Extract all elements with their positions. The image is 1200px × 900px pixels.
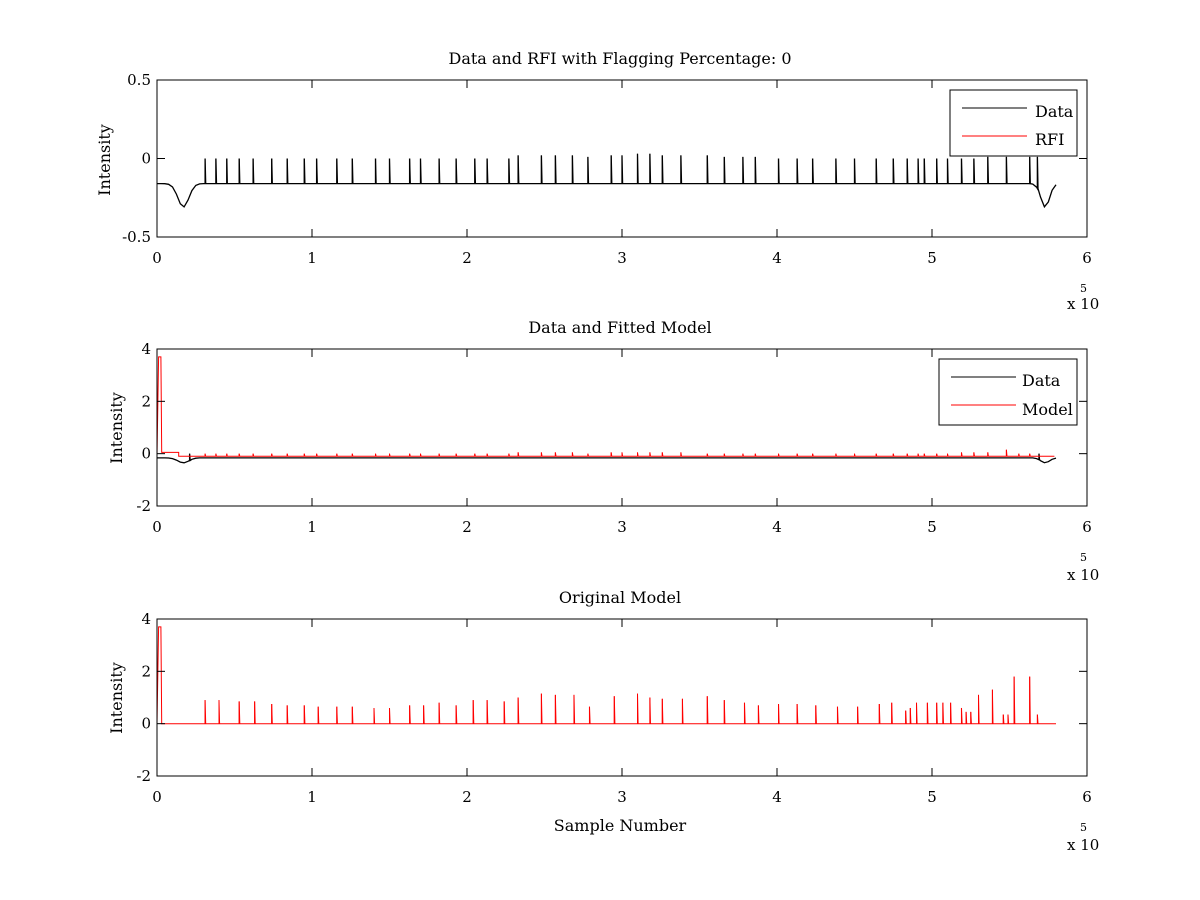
panel1-legend-data-label: Data bbox=[1035, 102, 1074, 121]
panel2-legend-box bbox=[938, 358, 1078, 426]
panel1-legend-rfi-label: RFI bbox=[1035, 130, 1064, 149]
panel2-xtick-label: 1 bbox=[307, 518, 317, 536]
panel3-ytick-label: 4 bbox=[141, 610, 151, 628]
panel1-ytick-label: 0.5 bbox=[127, 71, 151, 89]
panel3-xtick-label: 3 bbox=[617, 788, 627, 806]
panel3-xlabel: Sample Number bbox=[554, 816, 687, 835]
panel1-x-multiplier: x 10 bbox=[1067, 295, 1099, 313]
panel2-legend-data-label: Data bbox=[1022, 371, 1061, 390]
panel1-xtick-label: 1 bbox=[307, 249, 317, 267]
panel2-ytick-label: 0 bbox=[141, 445, 151, 463]
panel2-xtick-label: 3 bbox=[617, 518, 627, 536]
panel1-legend: Data RFI bbox=[949, 89, 1078, 157]
panel2-series-data-line bbox=[157, 453, 1057, 464]
panel3-x-multiplier: x 10 bbox=[1067, 836, 1099, 854]
panel3-xtick-label: 5 bbox=[927, 788, 937, 806]
panel1-xtick-label: 3 bbox=[617, 249, 627, 267]
panel2-title: Data and Fitted Model bbox=[528, 318, 711, 337]
panel1-x-multiplier-exponent: 5 bbox=[1080, 282, 1087, 295]
panel2-ytick-label: 4 bbox=[141, 340, 151, 358]
panel3-ylabel: Intensity bbox=[107, 662, 126, 734]
panel3-ytick-label: -2 bbox=[136, 767, 151, 785]
panel2-x-multiplier-exponent: 5 bbox=[1080, 551, 1087, 564]
panel2-ylabel: Intensity bbox=[107, 392, 126, 464]
panel1-xtick-label: 5 bbox=[927, 249, 937, 267]
panel3-xtick-label: 0 bbox=[152, 788, 162, 806]
panel3-ytick-label: 0 bbox=[141, 715, 151, 733]
panel1-ytick-label: 0 bbox=[141, 150, 151, 168]
panel1-ylabel: Intensity bbox=[95, 124, 114, 196]
panel2-xtick-label: 5 bbox=[927, 518, 937, 536]
panel2-legend: Data Model bbox=[938, 358, 1078, 426]
panel2-x-multiplier: x 10 bbox=[1067, 566, 1099, 584]
panel-data-rfi: Data and RFI with Flagging Percentage: 0… bbox=[95, 49, 1099, 313]
panel3-title: Original Model bbox=[559, 588, 681, 607]
panel1-xtick-label: 2 bbox=[462, 249, 472, 267]
panel1-title: Data and RFI with Flagging Percentage: 0 bbox=[448, 49, 791, 68]
panel1-ytick-label: -0.5 bbox=[122, 228, 151, 246]
panel-fitted-model: Data and Fitted Model Intensity 0 1 2 3 4 5 6 -… bbox=[107, 318, 1099, 584]
panel2-xtick-label: 4 bbox=[772, 518, 782, 536]
panel3-xtick-label: 6 bbox=[1082, 788, 1092, 806]
panel2-xtick-label: 0 bbox=[152, 518, 162, 536]
panel2-ytick-label: -2 bbox=[136, 497, 151, 515]
panel3-xtick-label: 1 bbox=[307, 788, 317, 806]
panel1-xtick-label: 0 bbox=[152, 249, 162, 267]
panel1-legend-box bbox=[949, 89, 1078, 157]
panel2-series-model-line bbox=[156, 356, 1055, 457]
panel1-xtick-label: 6 bbox=[1082, 249, 1092, 267]
panel3-xtick-label: 2 bbox=[462, 788, 472, 806]
panel3-xtick-label: 4 bbox=[772, 788, 782, 806]
panel2-xtick-label: 2 bbox=[462, 518, 472, 536]
panel3-ytick-label: 2 bbox=[141, 662, 151, 680]
panel2-ytick-label: 2 bbox=[141, 392, 151, 410]
panel1-xtick-label: 4 bbox=[772, 249, 782, 267]
panel1-plot-area: 0 1 2 3 4 5 6-0.500.5 bbox=[122, 71, 1092, 267]
panel2-legend-model-label: Model bbox=[1022, 400, 1073, 419]
panel2-xtick-label: 6 bbox=[1082, 518, 1092, 536]
panel3-x-multiplier-exponent: 5 bbox=[1080, 821, 1087, 834]
